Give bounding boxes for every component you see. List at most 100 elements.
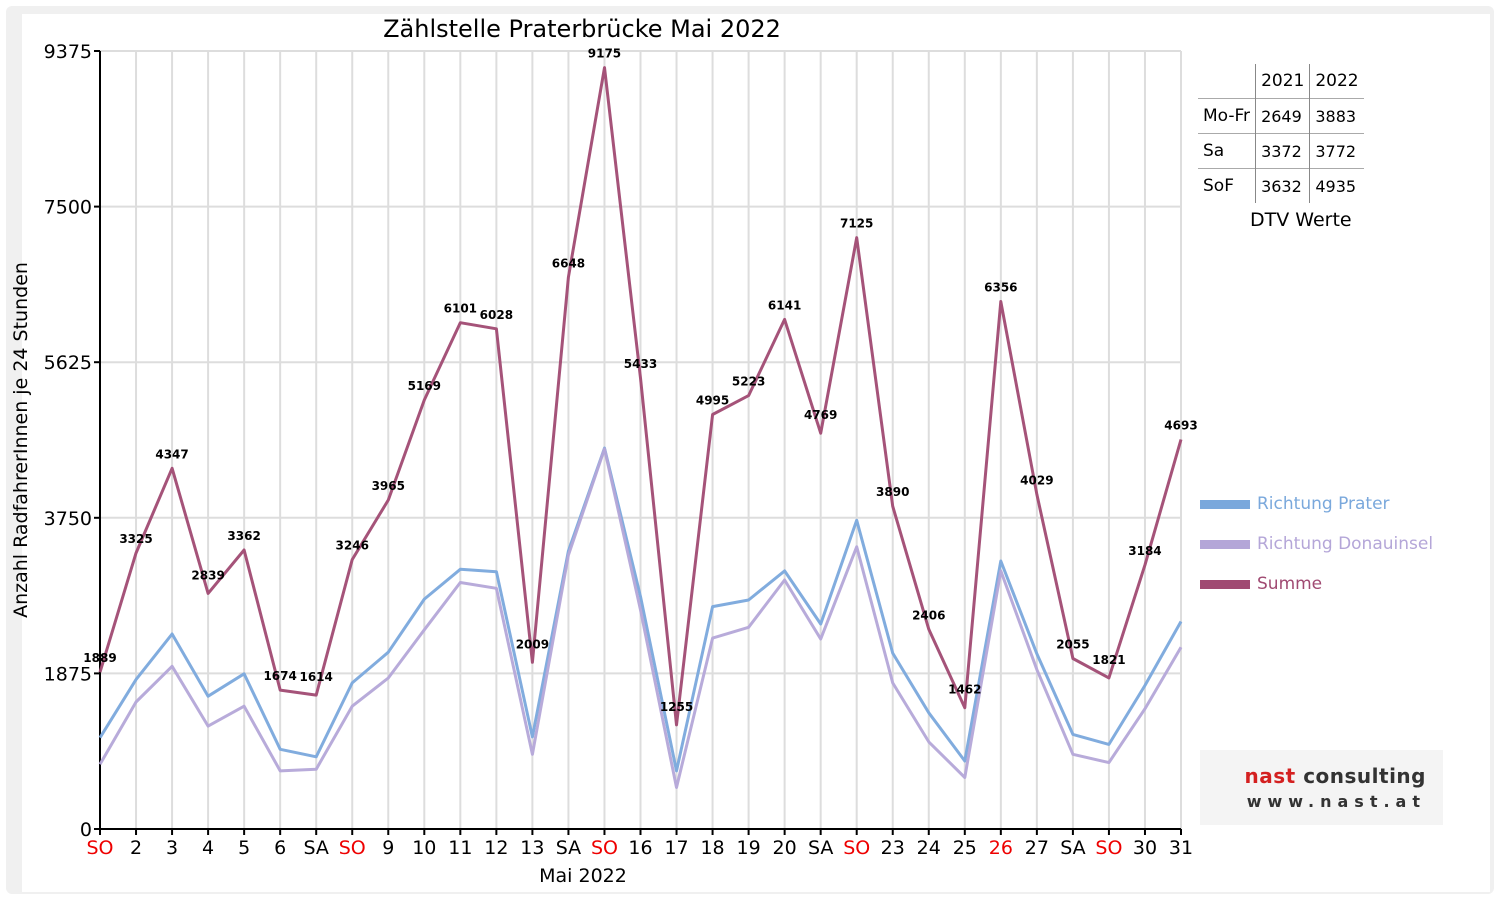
y-tick-label: 3750 — [44, 508, 92, 530]
x-tick-label: 17 — [664, 837, 688, 859]
dtv-table: 2021 2022 Mo-Fr 2649 3883 Sa 3372 3772 S… — [1198, 64, 1364, 203]
dtv-header-row: 2021 2022 — [1198, 64, 1364, 99]
legend-label-donauinsel: Richtung Donauinsel — [1257, 534, 1434, 554]
y-axis-ticks: 0 1875 3750 5625 7500 9375 — [44, 41, 100, 841]
dtv-row-label: SoF — [1198, 168, 1256, 203]
data-label: 6101 — [444, 302, 477, 316]
x-tick-label: SA — [556, 837, 581, 859]
data-label: 7125 — [840, 217, 873, 231]
data-label: 1674 — [263, 669, 296, 683]
dtv-row-label: Mo-Fr — [1198, 98, 1256, 134]
x-tick-label: SA — [303, 837, 328, 859]
series-line-prater — [98, 446, 1183, 773]
dtv-row: Sa 3372 3772 — [1198, 133, 1364, 169]
data-label: 1462 — [948, 683, 981, 697]
x-axis-label: Mai 2022 — [539, 865, 627, 887]
data-label: 6648 — [552, 256, 585, 270]
data-label: 5223 — [732, 375, 765, 389]
data-label: 2406 — [912, 608, 945, 622]
data-label: 6356 — [984, 281, 1017, 295]
y-tick-label: 9375 — [44, 41, 92, 63]
x-tick-label: SA — [808, 837, 833, 859]
series-line-summe — [98, 66, 1183, 727]
x-tick-label: SO — [591, 837, 618, 859]
x-tick-label: 30 — [1133, 837, 1157, 859]
data-label: 5433 — [624, 357, 657, 371]
x-tick-label: SA — [1060, 837, 1085, 859]
x-tick-label: 3 — [166, 837, 178, 859]
y-axis-label: Anzahl RadfahrerInnen je 24 Stunden — [10, 262, 32, 618]
dtv-cell: 4935 — [1309, 168, 1364, 203]
data-label: 3362 — [227, 529, 260, 543]
x-tick-label: 9 — [382, 837, 394, 859]
nast-consulting-logo: nast consulting www.nast.at — [1200, 750, 1443, 825]
x-tick-label: 26 — [989, 837, 1013, 859]
x-tick-label: 10 — [412, 837, 436, 859]
x-tick-label: 6 — [274, 837, 286, 859]
chart-title: Zählstelle Praterbrücke Mai 2022 — [383, 15, 781, 43]
x-tick-label: 18 — [700, 837, 724, 859]
legend-label-prater: Richtung Prater — [1257, 494, 1390, 514]
data-label: 3184 — [1128, 544, 1161, 558]
dtv-header-cell: 2021 — [1255, 64, 1310, 99]
x-axis-ticks: SO 2 3 4 5 6 SA SO 9 10 11 12 13 SA SO 16 17 18 19 20 SA SO 23… — [86, 829, 1193, 859]
x-tick-label: SO — [843, 837, 870, 859]
data-label: 4029 — [1020, 474, 1053, 488]
legend-swatch-donauinsel — [1200, 540, 1250, 549]
dtv-cell: 2649 — [1255, 98, 1310, 134]
data-label: 4347 — [155, 447, 188, 461]
x-tick-label: 11 — [448, 837, 472, 859]
legend-swatch-summe — [1200, 580, 1250, 589]
dtv-cell: 3632 — [1255, 168, 1310, 203]
data-label: 1255 — [660, 700, 693, 714]
x-tick-label: 25 — [953, 837, 977, 859]
x-tick-label: 2 — [130, 837, 142, 859]
logo-name: nast consulting — [1244, 764, 1426, 788]
data-label: 1821 — [1092, 653, 1125, 667]
dtv-row: SoF 3632 4935 — [1198, 168, 1364, 203]
dtv-cell: 3372 — [1255, 133, 1310, 169]
y-tick-label: 5625 — [44, 352, 92, 374]
data-label: 6141 — [768, 298, 801, 312]
y-tick-label: 1875 — [44, 663, 92, 685]
x-tick-label: 13 — [520, 837, 544, 859]
x-tick-label: 20 — [773, 837, 797, 859]
data-label: 3965 — [372, 479, 405, 493]
dtv-cell: 3772 — [1309, 133, 1364, 169]
x-tick-label: SO — [339, 837, 366, 859]
x-tick-label: 27 — [1025, 837, 1049, 859]
x-tick-label: 23 — [881, 837, 905, 859]
x-tick-label: 16 — [628, 837, 652, 859]
x-tick-label: SO — [1095, 837, 1122, 859]
data-label: 3246 — [336, 539, 369, 553]
data-label: 5169 — [408, 379, 441, 393]
data-label: 2055 — [1056, 637, 1089, 651]
data-label: 9175 — [588, 47, 621, 61]
x-tick-label: 19 — [737, 837, 761, 859]
x-tick-label: 24 — [917, 837, 941, 859]
dtv-header-cell — [1198, 64, 1256, 99]
series-line-donauinsel — [98, 447, 1183, 789]
y-tick-label: 0 — [80, 819, 92, 841]
data-label: 1614 — [299, 670, 332, 684]
x-tick-label: 31 — [1169, 837, 1193, 859]
x-tick-label: 4 — [202, 837, 214, 859]
data-label: 2009 — [516, 637, 549, 651]
data-label: 3890 — [876, 485, 909, 499]
dtv-header-cell: 2022 — [1309, 64, 1364, 99]
logo-url: www.nast.at — [1246, 792, 1426, 811]
y-tick-label: 7500 — [44, 197, 92, 219]
axes — [95, 51, 1181, 834]
data-label: 4995 — [696, 393, 729, 407]
dtv-cell: 3883 — [1309, 98, 1364, 134]
data-label: 3325 — [119, 532, 152, 546]
series-lines — [98, 66, 1183, 789]
data-label: 2839 — [191, 568, 224, 582]
data-label: 6028 — [480, 308, 513, 322]
data-labels: 1889 3325 4347 2839 3362 1674 1614 3246 3965 5169… — [83, 47, 1197, 714]
legend-label-summe: Summe — [1257, 574, 1323, 594]
data-label: 4769 — [804, 408, 837, 422]
dtv-row-label: Sa — [1198, 133, 1256, 169]
legend-swatch-prater — [1200, 500, 1250, 509]
